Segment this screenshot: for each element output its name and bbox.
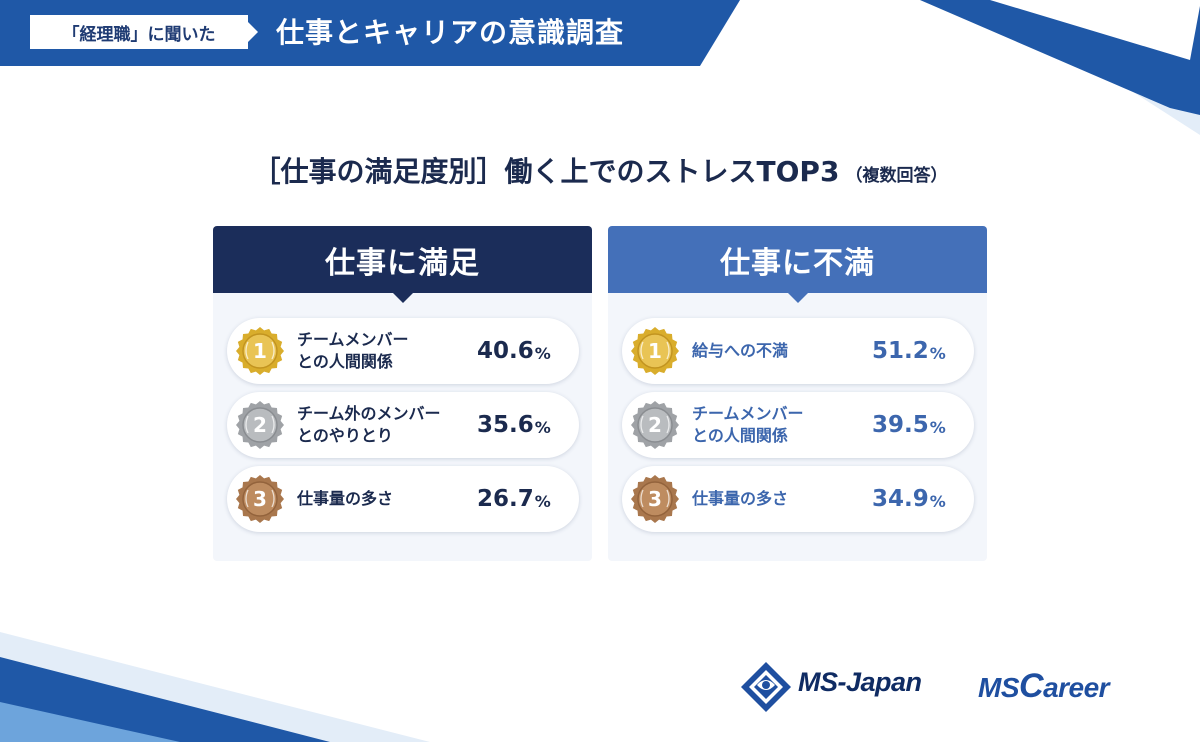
- rank-value-number: 40.6: [477, 338, 534, 364]
- rank-label-line: との人間関係: [297, 352, 393, 371]
- rank-label-line: 仕事量の多さ: [297, 489, 394, 508]
- chart-title-note: （複数回答）: [845, 166, 948, 186]
- ms-career-suffix: areer: [1043, 672, 1110, 703]
- ms-japan-emblem-icon: [741, 662, 791, 712]
- rank-medal-icon: 1: [631, 327, 679, 375]
- rank-label: チームメンバー との人間関係: [692, 392, 872, 458]
- rank-value: 40.6%: [477, 318, 567, 384]
- rank-value: 51.2%: [872, 318, 962, 384]
- panel-dissatisfied: 仕事に不満 1 給与への不満 51.2% 2 チームメンバー との人間関係 39.5% 3 仕事…: [608, 226, 987, 561]
- chart-title-text: ［仕事の満足度別］働く上でのストレスTOP3: [252, 155, 840, 188]
- rank-number: 3: [253, 487, 267, 511]
- rank-label-line: チームメンバー: [297, 330, 409, 349]
- rank-value-unit: %: [929, 491, 946, 511]
- ms-career-c: C: [1019, 667, 1044, 705]
- rank-number: 3: [648, 487, 662, 511]
- rank-row: 2 チームメンバー との人間関係 39.5%: [622, 392, 974, 458]
- rank-value: 26.7%: [477, 466, 567, 532]
- rank-row: 3 仕事量の多さ 26.7%: [227, 466, 579, 532]
- rank-number: 1: [253, 339, 267, 363]
- rank-label: 仕事量の多さ: [297, 466, 477, 532]
- rank-row: 2 チーム外のメンバー とのやりとり 35.6%: [227, 392, 579, 458]
- rank-label-line: チームメンバー: [692, 404, 804, 423]
- rank-label-line: 仕事量の多さ: [692, 489, 789, 508]
- rank-medal-icon: 2: [236, 401, 284, 449]
- ms-career-logo: MSCareer: [978, 667, 1110, 706]
- rank-value-number: 39.5: [872, 412, 929, 438]
- rank-medal-icon: 3: [631, 475, 679, 523]
- ms-career-prefix: MS: [978, 672, 1020, 703]
- rank-label-line: との人間関係: [692, 426, 788, 445]
- rank-label: チーム外のメンバー とのやりとり: [297, 392, 477, 458]
- rank-label: チームメンバー との人間関係: [297, 318, 477, 384]
- rank-medal-icon: 3: [236, 475, 284, 523]
- panel-heading: 仕事に満足: [213, 226, 592, 303]
- chart-title: ［仕事の満足度別］働く上でのストレスTOP3 （複数回答）: [0, 150, 1200, 190]
- rank-number: 2: [648, 413, 662, 437]
- rank-value-unit: %: [929, 343, 946, 363]
- rank-medal-icon: 1: [236, 327, 284, 375]
- banner-chip-arrow: [248, 22, 258, 42]
- rank-value-unit: %: [929, 417, 946, 437]
- rank-value-unit: %: [534, 491, 551, 511]
- rank-value-number: 35.6: [477, 412, 534, 438]
- banner-title: 仕事とキャリアの意識調査: [276, 16, 625, 49]
- ms-japan-wordmark: MS-Japan: [798, 667, 922, 697]
- rank-value: 35.6%: [477, 392, 567, 458]
- rank-list: 1 給与への不満 51.2% 2 チームメンバー との人間関係 39.5% 3 仕事量の多さ 34…: [622, 318, 974, 540]
- rank-value: 39.5%: [872, 392, 962, 458]
- rank-row: 3 仕事量の多さ 34.9%: [622, 466, 974, 532]
- rank-label-line: 給与への不満: [692, 341, 789, 360]
- ms-japan-logo: MS-Japan: [740, 657, 960, 717]
- rank-label: 給与への不満: [692, 318, 872, 384]
- rank-label-line: とのやりとり: [297, 426, 393, 445]
- rank-value-number: 26.7: [477, 486, 534, 512]
- rank-row: 1 給与への不満 51.2%: [622, 318, 974, 384]
- rank-label-line: チーム外のメンバー: [297, 404, 441, 423]
- header-banner: 「経理職」に聞いた 仕事とキャリアの意識調査: [0, 0, 1200, 66]
- rank-number: 2: [253, 413, 267, 437]
- rank-number: 1: [648, 339, 662, 363]
- rank-row: 1 チームメンバー との人間関係 40.6%: [227, 318, 579, 384]
- rank-medal-icon: 2: [631, 401, 679, 449]
- panel-satisfied: 仕事に満足 1 チームメンバー との人間関係 40.6% 2 チーム外のメンバー とのやりと…: [213, 226, 592, 561]
- banner-chip: 「経理職」に聞いた: [30, 15, 248, 49]
- rank-value-number: 34.9: [872, 486, 929, 512]
- rank-label: 仕事量の多さ: [692, 466, 872, 532]
- rank-value-unit: %: [534, 417, 551, 437]
- rank-list: 1 チームメンバー との人間関係 40.6% 2 チーム外のメンバー とのやりとり 35.6%…: [227, 318, 579, 540]
- rank-value-number: 51.2: [872, 338, 929, 364]
- rank-value: 34.9%: [872, 466, 962, 532]
- rank-value-unit: %: [534, 343, 551, 363]
- panel-heading: 仕事に不満: [608, 226, 987, 303]
